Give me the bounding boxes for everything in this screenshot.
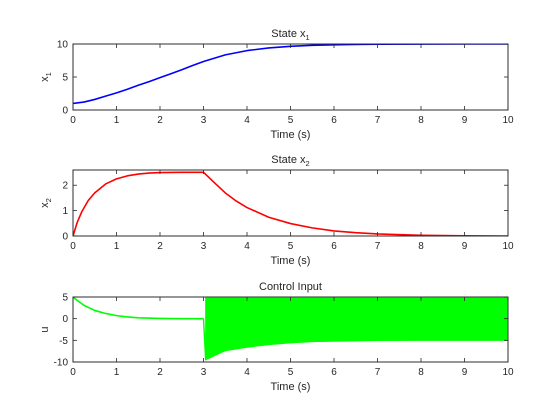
subplot-2: 0 1 2 3 4 5 6 7 8 9 10 0 1 2 State x2 Time (s) x2 <box>39 154 514 267</box>
x-tick-label: 9 <box>462 241 468 252</box>
x-tick-label: 2 <box>157 241 163 252</box>
x-axis-label: Time (s) <box>271 381 311 393</box>
x-tick-label: 10 <box>502 115 514 126</box>
series-line-1 <box>73 297 204 320</box>
x-tick-label: 2 <box>157 115 163 126</box>
x-tick-label: 8 <box>418 367 424 378</box>
axes-border <box>72 169 509 237</box>
x-tick-label: 6 <box>331 115 337 126</box>
x-tick-label: 3 <box>201 367 207 378</box>
x-tick-label: 5 <box>288 115 294 126</box>
x-tick-label: 9 <box>462 367 468 378</box>
x-tick-label: 8 <box>418 115 424 126</box>
y-tick-label: 0 <box>62 314 68 325</box>
y-tick-label: 10 <box>57 40 69 51</box>
plot-area <box>72 43 509 111</box>
x-tick-label: 5 <box>288 241 294 252</box>
subplot-title: Control Input <box>259 281 322 293</box>
x-tick-label: 9 <box>462 115 468 126</box>
y-tick-label: 0 <box>62 232 68 243</box>
x-tick-label: 4 <box>244 115 250 126</box>
y-tick-label: -5 <box>59 336 68 347</box>
y-tick-label: 2 <box>62 181 68 192</box>
x-tick-label: 5 <box>288 367 294 378</box>
plot-area <box>72 169 509 237</box>
x-tick-label: 6 <box>331 367 337 378</box>
series-group <box>73 171 508 236</box>
x-tick-label: 1 <box>114 367 120 378</box>
y-tick-label: 0 <box>62 106 68 117</box>
x-tick-label: 7 <box>375 367 381 378</box>
x-tick-label: 1 <box>114 241 120 252</box>
subplot-1: 0 1 2 3 4 5 6 7 8 9 10 0 5 10 State x1 Time (s) x1 <box>39 28 514 141</box>
x-axis-label: Time (s) <box>271 129 311 141</box>
x-axis-label: Time (s) <box>271 255 311 267</box>
x-tick-label: 4 <box>244 367 250 378</box>
x-tick-label: 4 <box>244 241 250 252</box>
x-tick-label: 6 <box>331 241 337 252</box>
series-group <box>73 297 508 361</box>
x-tick-label: 7 <box>375 115 381 126</box>
axes-border <box>72 296 509 363</box>
y-axis-label: u <box>39 326 51 332</box>
x-tick-label: 10 <box>502 241 514 252</box>
x-tick-label: 10 <box>502 367 514 378</box>
y-tick-label: 5 <box>62 73 68 84</box>
y-axis-label: x2 <box>39 198 53 208</box>
x-tick-label: 0 <box>70 115 76 126</box>
y-tick-label: 1 <box>62 206 68 217</box>
subplot-title: State x1 <box>271 28 309 42</box>
series-line-1 <box>73 171 508 236</box>
axes-border <box>72 43 509 111</box>
x-tick-label: 7 <box>375 241 381 252</box>
series-connector <box>202 318 207 360</box>
control-chattering-band <box>205 297 508 361</box>
subplot-3: 0 1 2 3 4 5 6 7 8 9 10 -10 -5 0 5 Control Input Time (s)… <box>39 281 514 393</box>
x-tick-label: 0 <box>70 367 76 378</box>
x-tick-label: 3 <box>201 241 207 252</box>
x-tick-label: 0 <box>70 241 76 252</box>
y-tick-label: 5 <box>62 293 68 304</box>
subplot-title: State x2 <box>271 154 309 168</box>
x-tick-label: 3 <box>201 115 207 126</box>
x-tick-label: 2 <box>157 367 163 378</box>
x-tick-label: 8 <box>418 241 424 252</box>
x-tick-label: 1 <box>114 115 120 126</box>
y-tick-label: -10 <box>54 358 69 369</box>
y-axis-label: x1 <box>39 72 53 82</box>
